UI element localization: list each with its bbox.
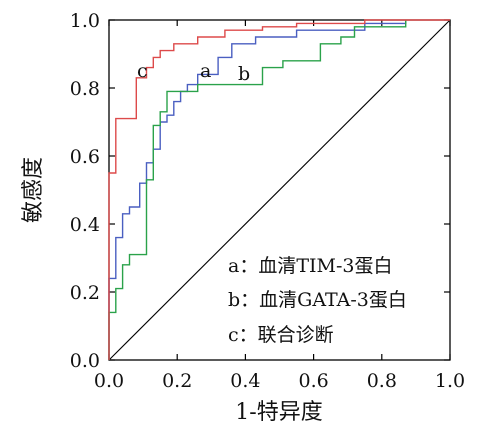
y-axis-title: 敏感度 xyxy=(21,157,46,223)
x-tick-label: 0.6 xyxy=(298,370,328,392)
y-tick-label: 0.4 xyxy=(70,214,100,236)
y-tick-label: 0.6 xyxy=(70,146,100,168)
roc-curve-a xyxy=(108,20,407,360)
roc-curve-b xyxy=(108,20,407,360)
x-tick-label: 1.0 xyxy=(435,370,465,392)
x-tick-label: 0.2 xyxy=(162,370,192,392)
y-tick-label: 0.0 xyxy=(70,350,100,372)
y-tick-label: 0.8 xyxy=(70,78,100,100)
y-tick-label: 1.0 xyxy=(70,10,100,32)
legend-entry-c: c：联合诊断 xyxy=(228,324,334,346)
curve-label-a: a xyxy=(200,60,211,82)
legend-entry-b: b：血清GATA-3蛋白 xyxy=(228,289,407,311)
x-tick-label: 0.4 xyxy=(230,370,260,392)
ticks-layer: 0.0 0.2 0.4 0.6 0.8 1.0 0.0 0.2 0.4 0.6 0.8 1.0 xyxy=(70,10,465,392)
legend-entry-a: a：血清TIM-3蛋白 xyxy=(228,255,392,277)
curve-label-b: b xyxy=(238,63,250,85)
reference-diagonal-line xyxy=(108,19,451,361)
reference-line-layer xyxy=(108,19,451,361)
x-tick-label: 0.8 xyxy=(367,370,397,392)
x-axis-title: 1-特异度 xyxy=(235,400,322,425)
legend: a：血清TIM-3蛋白 b：血清GATA-3蛋白 c：联合诊断 xyxy=(228,255,407,346)
series-layer xyxy=(108,19,450,360)
curve-label-c: c xyxy=(137,60,148,82)
roc-curve-c xyxy=(108,19,450,360)
y-tick-label: 0.2 xyxy=(70,282,100,304)
x-tick-label: 0.0 xyxy=(94,370,124,392)
